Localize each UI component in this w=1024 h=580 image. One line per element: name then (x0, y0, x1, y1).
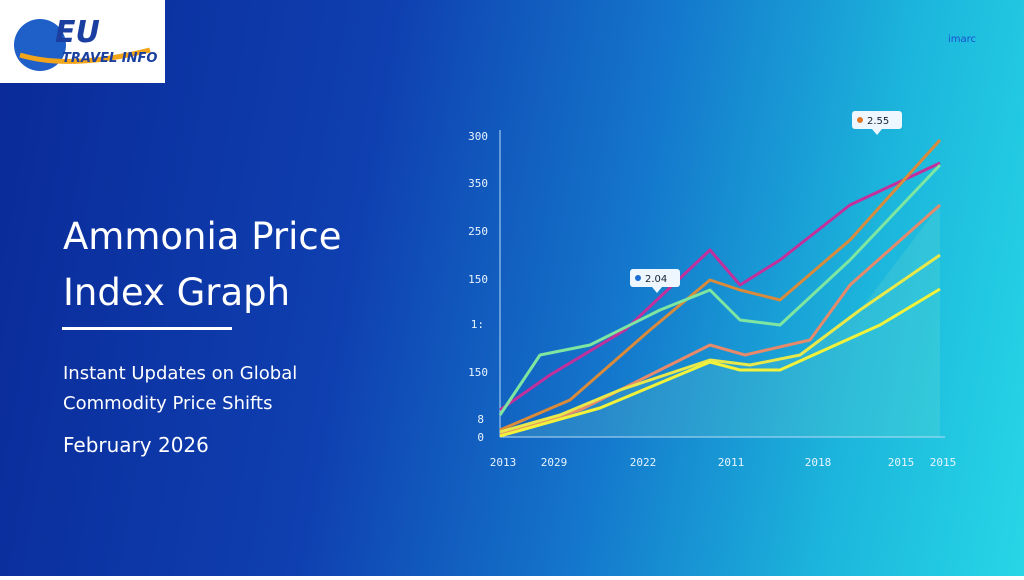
callout: 2.55 (852, 111, 902, 135)
callout-text: 2.04 (645, 274, 667, 285)
x-label: 2011 (718, 456, 745, 469)
subtitle-line: Commodity Price Shifts (63, 393, 272, 414)
decor-line (498, 163, 942, 416)
decor-line (499, 287, 941, 438)
decor-line (499, 253, 941, 434)
y-label: 1: (471, 318, 484, 331)
logo-tagline: TRAVEL INFO (62, 51, 157, 66)
y-label: 350 (468, 177, 488, 190)
x-label: 2015 (888, 456, 915, 469)
x-label: 2022 (630, 456, 657, 469)
callout-tip (872, 129, 882, 135)
callout-dot (857, 117, 863, 123)
x-label: 2018 (805, 456, 832, 469)
callout-box (852, 111, 902, 129)
decor-line (499, 203, 941, 437)
callout-text: 2.55 (867, 116, 889, 127)
y-label: 150 (468, 366, 488, 379)
logo-brand: EU (55, 15, 100, 50)
y-label: 150 (468, 273, 488, 286)
decor-line (499, 161, 941, 412)
x-label: 2015 (930, 456, 957, 469)
x-label: 2013 (490, 456, 517, 469)
callout-dot (635, 275, 641, 281)
x-label: 2029 (541, 456, 568, 469)
callout-tip (652, 287, 662, 293)
title-line: Index Graph (63, 271, 290, 314)
area-fill (500, 205, 940, 437)
y-label: 0 (477, 431, 484, 444)
y-label: 300 (468, 130, 488, 143)
y-label: 8 (477, 413, 484, 426)
graphic: 300 350 250 150 1: 150 8 0 2013 2029 202… (468, 111, 956, 469)
subtitle-line: Instant Updates on Global (63, 363, 297, 384)
callout-box (630, 269, 680, 287)
callout: 2.04 (630, 269, 680, 293)
watermark: imarc (948, 34, 976, 45)
y-label: 250 (468, 225, 488, 238)
date: February 2026 (63, 433, 209, 457)
logo-swoosh (19, 47, 151, 64)
title-line: Ammonia Price (63, 215, 341, 258)
title-rule (62, 327, 232, 330)
decor-line (499, 138, 942, 432)
